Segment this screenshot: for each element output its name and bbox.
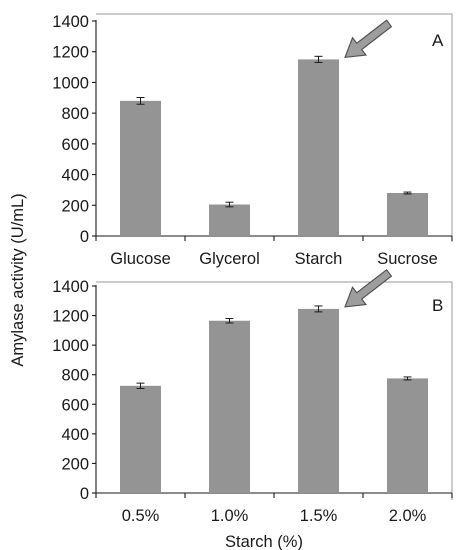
y-tick-label-b: 0 (80, 485, 89, 503)
highlight-arrow-b (344, 269, 393, 308)
bar-b-2 (298, 308, 339, 493)
bar-a-3 (387, 193, 428, 236)
y-tick-label-a: 0 (80, 228, 89, 246)
y-tick-label-a: 1000 (52, 74, 89, 92)
bar-a-2 (298, 59, 339, 237)
x-axis-title-b: Starch (%) (225, 533, 303, 550)
category-label-b-0: 0.5% (122, 507, 160, 525)
panel-label-b: B (432, 296, 443, 315)
y-tick-label-b: 1200 (52, 308, 89, 326)
y-tick-label-a: 200 (61, 197, 89, 215)
category-label-b-2: 1.5% (300, 507, 338, 525)
y-tick-label-b: 200 (61, 455, 89, 473)
panel-a: 0 200 400 600 800 1000 1200 1400 Glucose Glycerol… (52, 13, 453, 268)
panel-b: 0 200 400 600 800 1000 1200 1400 0.5% 1.0% 1.5% 2.0… (52, 269, 453, 550)
category-label-a-2: Starch (295, 250, 343, 268)
bar-a-1 (209, 204, 250, 236)
category-label-a-0: Glucose (110, 250, 171, 268)
y-tick-label-b: 1400 (52, 278, 89, 296)
category-label-a-3: Sucrose (377, 250, 438, 268)
bar-b-1 (209, 320, 250, 493)
y-tick-label-a: 1400 (52, 13, 89, 31)
bar-b-0 (120, 385, 161, 493)
panel-frame-a (96, 13, 453, 242)
bar-a-0 (120, 100, 161, 236)
category-label-b-3: 2.0% (389, 507, 427, 525)
y-tick-label-a: 400 (61, 167, 89, 185)
y-tick-label-b: 1000 (52, 337, 89, 355)
panel-label-a: A (432, 31, 444, 50)
panel-frame-b (96, 281, 453, 500)
y-axis-title: Amylase activity (U/mL) (9, 193, 27, 366)
highlight-arrow-a (344, 19, 393, 59)
y-tick-label-a: 600 (61, 136, 89, 154)
y-tick-label-b: 800 (61, 367, 89, 385)
y-tick-label-a: 800 (61, 105, 89, 123)
y-tick-label-b: 600 (61, 396, 89, 414)
bar-b-3 (387, 378, 428, 493)
category-label-b-1: 1.0% (211, 507, 249, 525)
category-label-a-1: Glycerol (199, 250, 260, 268)
y-tick-label-b: 400 (61, 426, 89, 444)
y-tick-label-a: 1200 (52, 44, 89, 62)
